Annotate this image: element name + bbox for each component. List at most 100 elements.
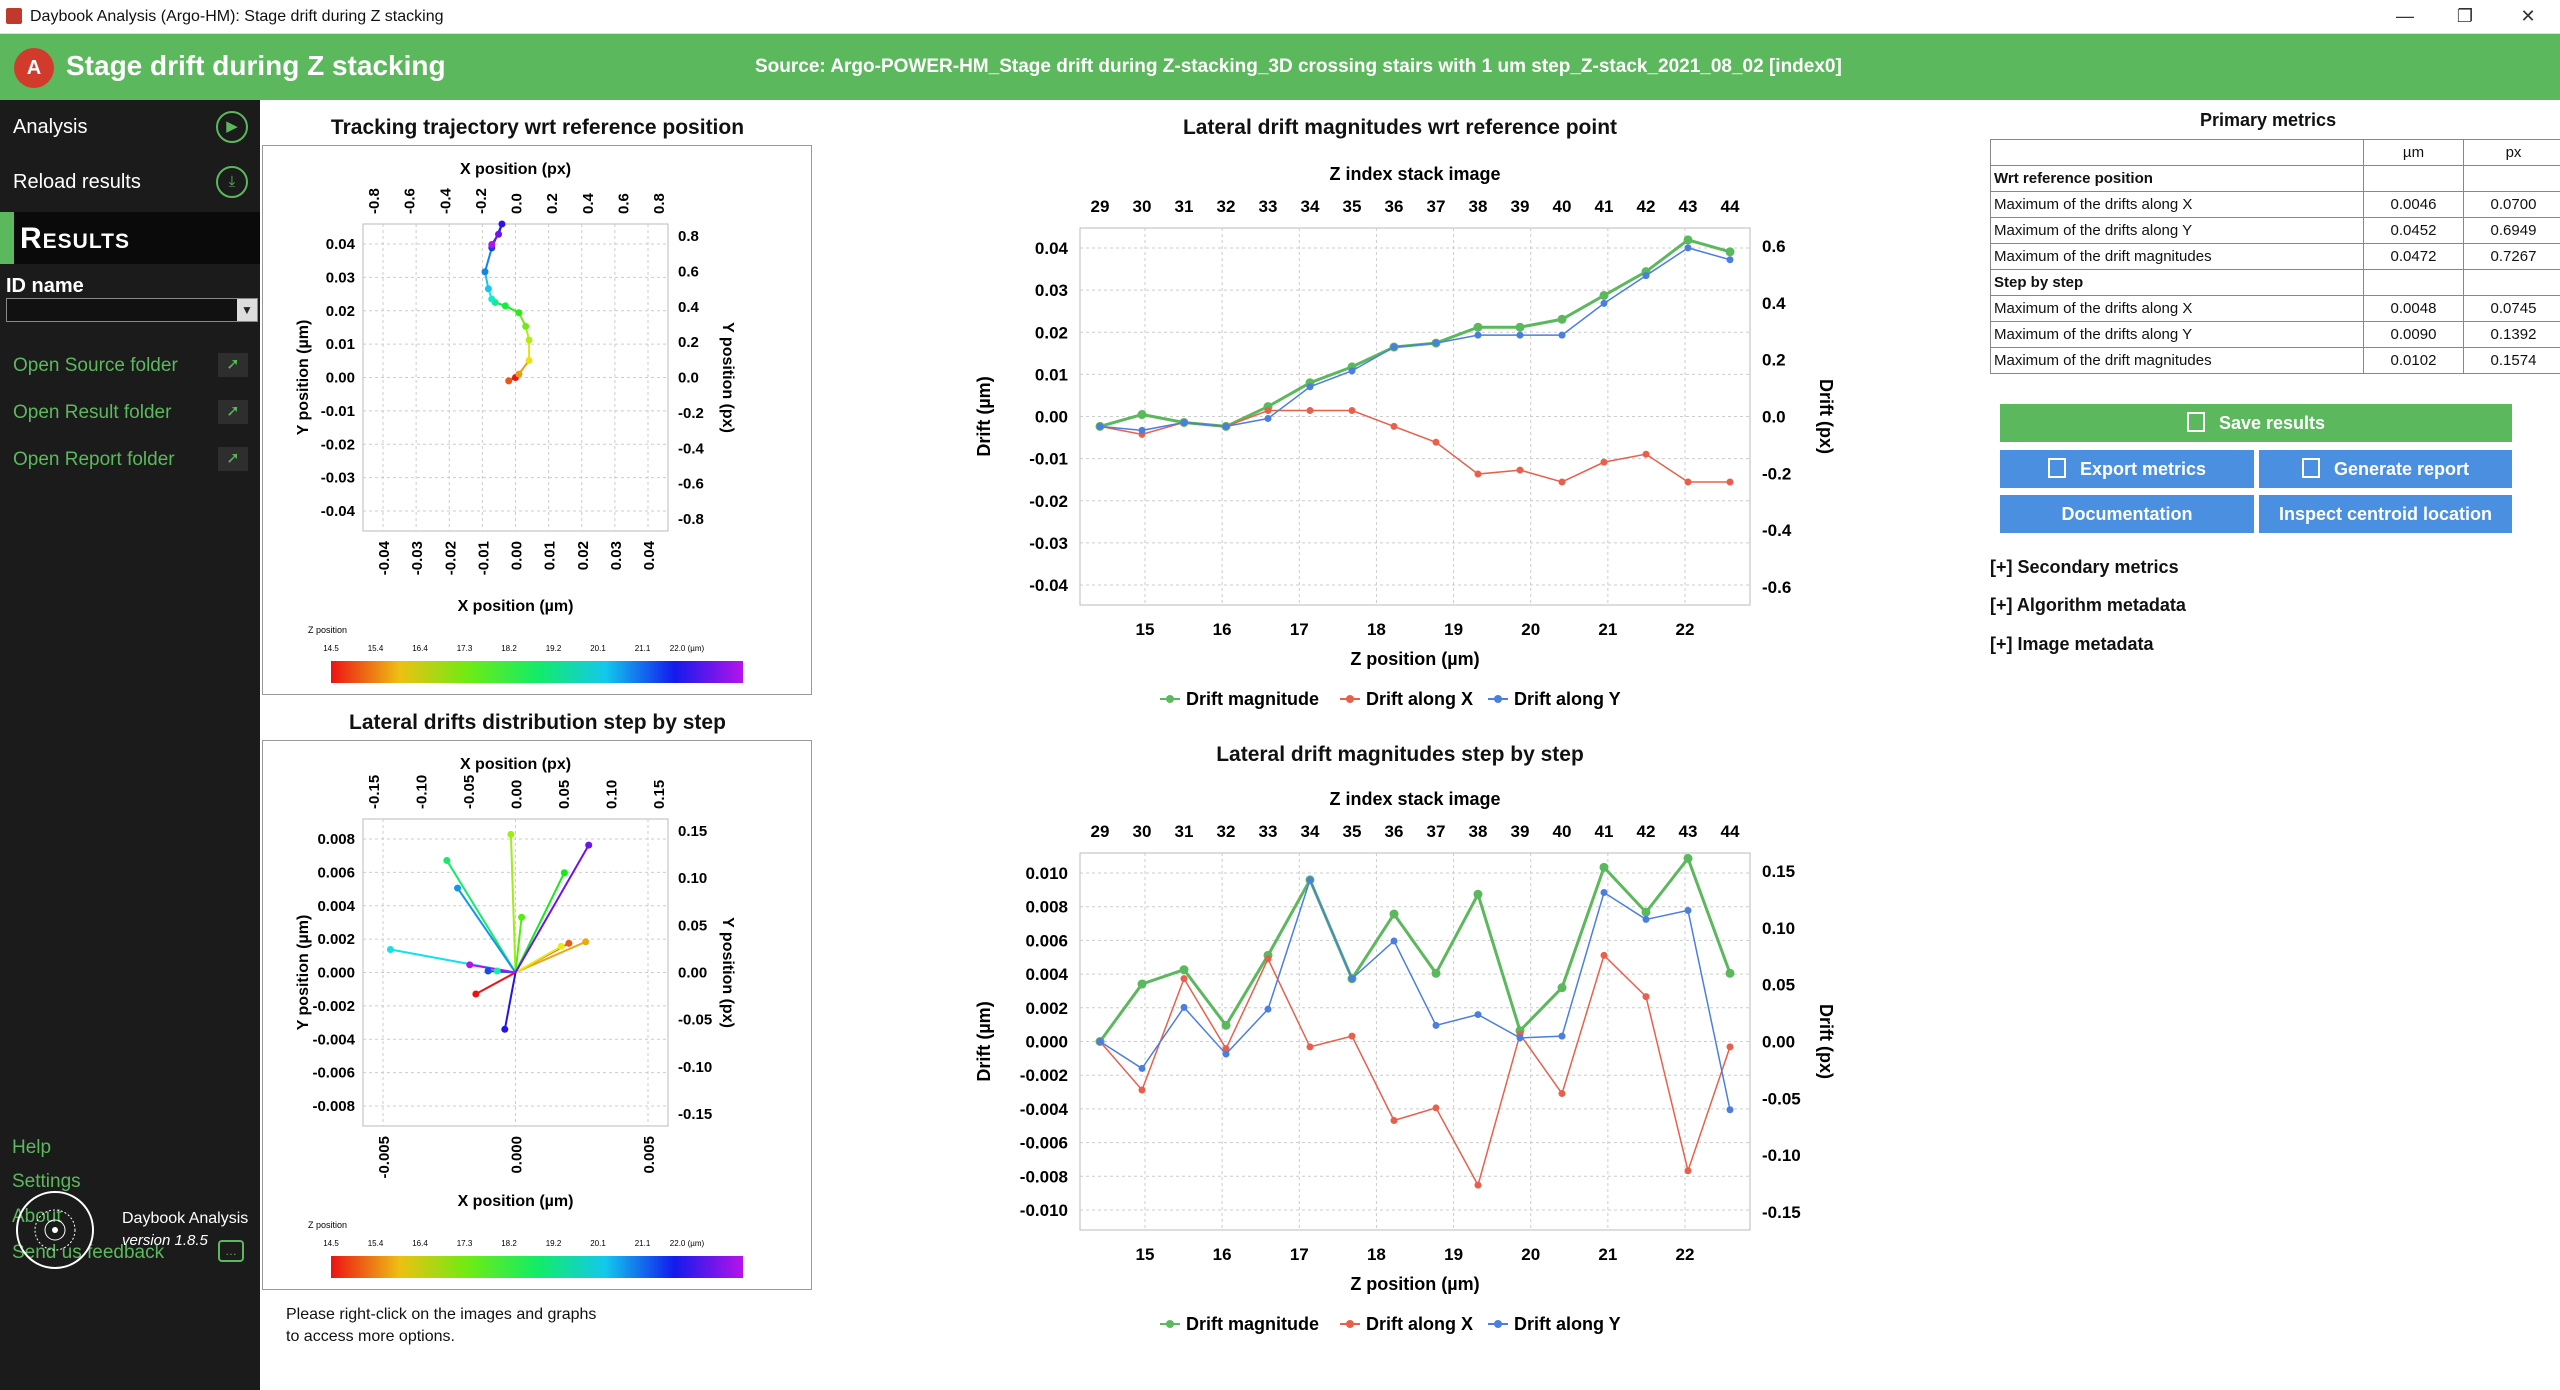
data-point	[1557, 314, 1567, 324]
chat-icon[interactable]: …	[218, 1240, 244, 1262]
chevron-down-icon[interactable]: ▼	[237, 299, 257, 321]
data-point	[1642, 272, 1650, 280]
data-point	[1684, 906, 1692, 914]
z-index-tick-label: 37	[1427, 822, 1446, 841]
data-point	[1222, 1050, 1230, 1058]
data-point	[1474, 470, 1482, 478]
generate-report-button[interactable]: Generate report	[2259, 450, 2512, 488]
image-metadata-expander[interactable]: [+] Image metadata	[1990, 634, 2154, 654]
x-tick-label: 18	[1367, 1245, 1386, 1264]
z-index-tick-label: 37	[1427, 197, 1446, 216]
data-point	[1684, 244, 1692, 252]
id-name-dropdown[interactable]: ▼	[6, 298, 258, 322]
app-logo-icon: A	[14, 48, 54, 88]
wrt-chart-title: Lateral drift magnitudes wrt reference p…	[1182, 116, 1618, 139]
x-tick-label: 21	[1598, 1245, 1617, 1264]
data-point	[1390, 343, 1398, 351]
y2-tick-label: -0.15	[678, 1106, 712, 1123]
y-tick-label: 0.02	[326, 303, 355, 320]
x2-tick-label: -0.05	[461, 775, 478, 809]
data-point	[1473, 322, 1483, 332]
secondary-metrics-expander[interactable]: [+] Secondary metrics	[1990, 557, 2179, 577]
data-point	[1432, 438, 1440, 446]
inspect-centroid-button[interactable]: Inspect centroid location	[2259, 495, 2512, 533]
x2-tick-label: 0.15	[651, 780, 668, 809]
table-cell	[2363, 165, 2464, 192]
y-tick-label: -0.008	[1020, 1167, 1068, 1186]
y-tick-label: 0.04	[326, 236, 356, 253]
colorbar-tick-label: 22.0 (µm)	[670, 644, 705, 653]
y-tick-label: -0.02	[1029, 492, 1068, 511]
minimize-button[interactable]: —	[2396, 6, 2414, 26]
table-row: Maximum of the drifts along Y 0.0452 0.694…	[1990, 217, 2560, 244]
download-icon[interactable]: ⤓	[216, 166, 248, 198]
open-report-folder-link[interactable]: Open Report folder ➚	[0, 439, 260, 479]
close-button[interactable]: ✕	[2520, 6, 2536, 26]
y2-tick-label: 0.2	[678, 334, 699, 351]
documentation-button[interactable]: Documentation	[2000, 495, 2254, 533]
trajectory-segment	[484, 247, 493, 273]
legend-label: Drift along Y	[1514, 689, 1621, 709]
colorbar-tick-label: 17.3	[457, 1239, 473, 1248]
restore-button[interactable]: ❐	[2456, 6, 2474, 26]
colorbar-tick-label: 18.2	[501, 1239, 517, 1248]
z-index-tick-label: 34	[1301, 822, 1320, 841]
right-click-hint: Please right-click on the images and gra…	[286, 1304, 596, 1348]
y2-tick-label: 0.2	[1762, 351, 1786, 370]
x2-axis-label: Z index stack image	[1329, 789, 1500, 809]
open-source-folder-link[interactable]: Open Source folder ➚	[0, 345, 260, 385]
y-tick-label: -0.002	[312, 998, 355, 1015]
table-cell	[1990, 139, 2364, 166]
z-index-tick-label: 31	[1175, 822, 1194, 841]
help-link[interactable]: Help	[12, 1137, 52, 1158]
export-metrics-button[interactable]: Export metrics	[2000, 450, 2254, 488]
data-point	[1432, 1021, 1440, 1029]
y-tick-label: -0.01	[321, 403, 355, 420]
data-point	[1138, 1086, 1146, 1094]
legend-label: Drift along X	[1366, 1314, 1473, 1334]
reload-results-nav[interactable]: Reload results ⤓	[0, 155, 260, 209]
data-point	[481, 268, 489, 276]
csv-file-icon	[2047, 458, 2066, 479]
z-index-tick-label: 43	[1679, 197, 1698, 216]
z-index-tick-label: 29	[1091, 197, 1110, 216]
sbs-chart: 0.010 0.008 0.006 0.004 0.002 0.000 -0.002 -0.0…	[974, 789, 1836, 1334]
save-icon	[2186, 412, 2205, 433]
window-titlebar: Daybook Analysis (Argo-HM): Stage drift …	[0, 0, 2560, 34]
data-point	[1516, 466, 1524, 474]
data-point	[1222, 422, 1230, 430]
play-icon[interactable]: ▶	[216, 111, 248, 143]
data-point	[1474, 1181, 1482, 1189]
data-point	[1516, 1034, 1524, 1042]
settings-link[interactable]: Settings	[12, 1171, 81, 1192]
y-tick-label: 0.00	[326, 370, 355, 387]
data-point	[1683, 853, 1693, 863]
colorbar-tick-label: 14.5	[323, 1239, 339, 1248]
y-tick-label: -0.008	[312, 1098, 355, 1115]
data-point	[1390, 1116, 1398, 1124]
x-tick-label: 19	[1444, 620, 1463, 639]
legend-marker	[1166, 695, 1174, 703]
send-feedback-link[interactable]: Send us feedback	[12, 1242, 165, 1263]
data-point	[501, 302, 509, 310]
legend-label: Drift along X	[1366, 689, 1473, 709]
data-point	[1390, 937, 1398, 945]
y-tick-label: 0.04	[1035, 239, 1069, 258]
reload-results-label: Reload results	[13, 171, 141, 193]
legend-marker	[1346, 1320, 1354, 1328]
open-result-folder-link[interactable]: Open Result folder ➚	[0, 392, 260, 432]
data-point	[1137, 410, 1147, 420]
data-point	[560, 869, 568, 877]
analysis-nav[interactable]: Analysis ▶	[0, 100, 260, 154]
table-row: Maximum of the drifts along X 0.0046 0.070…	[1990, 191, 2560, 218]
data-point	[1180, 975, 1188, 983]
legend-label: Drift along Y	[1514, 1314, 1621, 1334]
save-results-button[interactable]: Save results	[2000, 404, 2512, 442]
app-header: A Stage drift during Z stacking Source: …	[0, 34, 2560, 100]
y2-tick-label: 0.10	[678, 870, 707, 887]
algorithm-metadata-expander[interactable]: [+] Algorithm metadata	[1990, 595, 2186, 615]
open-report-folder-label: Open Report folder	[13, 449, 175, 470]
data-point	[1726, 1043, 1734, 1051]
data-point	[1642, 993, 1650, 1001]
step-vector	[475, 971, 516, 995]
